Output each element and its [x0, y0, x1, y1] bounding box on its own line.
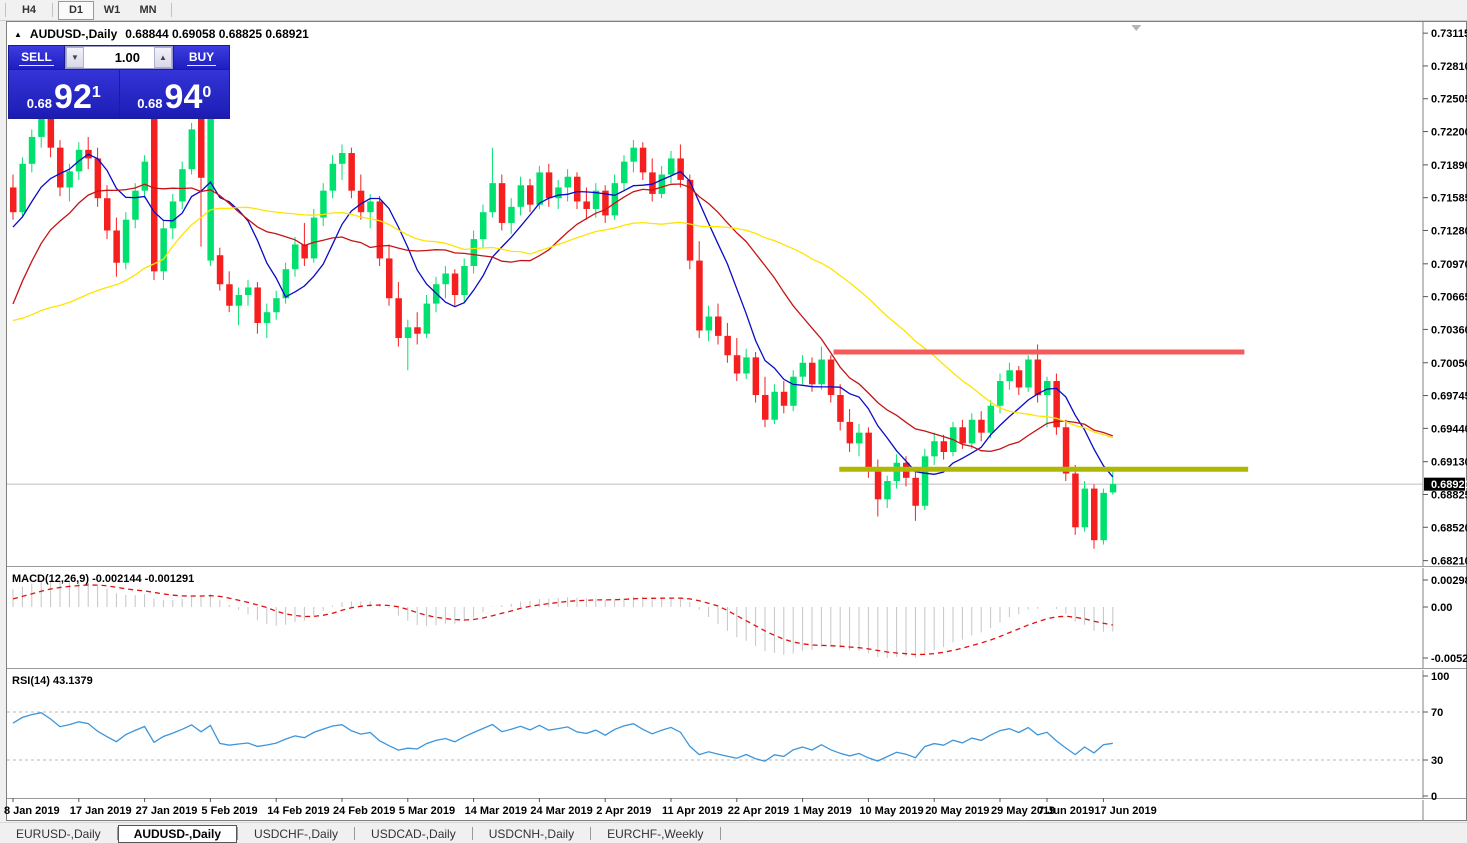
price-tick-label: 0.72810	[1431, 61, 1467, 73]
toolbar-separator	[5, 3, 6, 17]
time-axis-label: 17 Jun 2019	[1094, 805, 1156, 817]
tab-separator	[116, 827, 118, 840]
macd-tick-label: 0.002984	[1431, 575, 1467, 587]
price-tick-label: 0.71280	[1431, 225, 1467, 237]
tab-separator	[471, 827, 473, 840]
time-axis-label: 14 Feb 2019	[267, 805, 329, 817]
price-tick-label: 0.72200	[1431, 127, 1467, 139]
rsi-tick-label: 30	[1431, 755, 1443, 767]
volume-stepper: ▼ 1.00 ▲	[65, 46, 173, 69]
price-tick-label: 0.68210	[1431, 556, 1467, 568]
chevron-up-icon: ▲	[159, 53, 167, 62]
time-axis-label: 24 Feb 2019	[333, 805, 395, 817]
price-tick-label: 0.73115	[1431, 28, 1467, 40]
price-tick-label: 0.69745	[1431, 391, 1467, 403]
time-axis-label: 27 Jan 2019	[136, 805, 198, 817]
tab-usdcad-daily[interactable]: USDCAD-,Daily	[371, 826, 456, 841]
time-axis-label: 22 Apr 2019	[728, 805, 789, 817]
volume-decrease-button[interactable]: ▼	[66, 47, 84, 68]
time-axis-label: 7 Jun 2019	[1038, 805, 1094, 817]
time-axis-label: 14 Mar 2019	[465, 805, 527, 817]
price-tick-label: 0.70360	[1431, 324, 1467, 336]
time-axis-label: 11 Apr 2019	[662, 805, 723, 817]
period-button-h4[interactable]: H4	[21, 3, 37, 16]
toolbar-separator	[52, 3, 53, 17]
macd-pane[interactable]: MACD(12,26,9) -0.002144 -0.001291	[12, 573, 1114, 658]
tab-audusd-daily[interactable]: AUDUSD-,Daily	[117, 824, 238, 843]
buy-button[interactable]: BUY	[174, 46, 229, 69]
time-axis-label: 8 Jan 2019	[4, 805, 60, 817]
price-tick-label: 0.69130	[1431, 457, 1467, 469]
time-axis-label: 5 Mar 2019	[399, 805, 455, 817]
rsi-tick-label: 70	[1431, 707, 1443, 719]
price-tick-label: 0.71585	[1431, 193, 1467, 205]
period-toolbar: H4 D1 W1 MN	[0, 0, 1467, 21]
price-tick-label: 0.72505	[1431, 94, 1467, 106]
time-axis-label: 24 Mar 2019	[530, 805, 592, 817]
sell-price-sup: 1	[91, 84, 101, 101]
rsi-pane[interactable]: RSI(14) 43.1379	[7, 675, 1423, 762]
macd-tick-label: -0.005256	[1431, 653, 1467, 665]
period-button-d1[interactable]: D1	[58, 0, 94, 20]
tab-usdchf-daily[interactable]: USDCHF-,Daily	[254, 826, 339, 841]
volume-input[interactable]: 1.00	[114, 50, 140, 65]
buy-price-sup: 0	[202, 84, 212, 101]
tab-eurusd-daily[interactable]: EURUSD-,Daily	[16, 826, 101, 841]
tab-separator	[354, 827, 356, 840]
price-tick-label: 0.71890	[1431, 160, 1467, 172]
chart-title: ▲ AUDUSD-,Daily 0.68844 0.69058 0.68825 …	[14, 27, 309, 41]
current-price-badge	[1424, 477, 1465, 491]
tab-separator	[237, 827, 239, 840]
time-axis-label: 29 May 2019	[991, 805, 1055, 817]
price-tick-label: 0.70050	[1431, 358, 1467, 370]
volume-increase-button[interactable]: ▲	[154, 47, 172, 68]
sell-button[interactable]: SELL	[9, 46, 64, 69]
macd-tick-label: 0.00	[1431, 602, 1452, 614]
collapse-indicator-icon[interactable]: ▲	[14, 29, 22, 39]
tab-separator	[590, 827, 592, 840]
chart-tab-bar: EURUSD-,Daily AUDUSD-,Daily USDCHF-,Daily U…	[0, 822, 1467, 843]
current-price-value: 0.68921	[1431, 479, 1467, 491]
sell-price-base: 0.68	[26, 96, 53, 111]
tab-separator	[719, 827, 721, 840]
price-tick-label: 0.70970	[1431, 259, 1467, 271]
time-axis-label: 20 May 2019	[925, 805, 989, 817]
chart-symbol-label: AUDUSD-,Daily	[29, 27, 118, 41]
price-tick-label: 0.68520	[1431, 522, 1467, 534]
chevron-down-icon: ▼	[71, 53, 79, 62]
price-tick-label: 0.68825	[1431, 489, 1467, 501]
time-axis-label: 5 Feb 2019	[201, 805, 257, 817]
time-axis-label: 10 May 2019	[859, 805, 923, 817]
time-axis[interactable]: 8 Jan 2019 17 Jan 2019 27 Jan 2019 5 Feb 20…	[4, 798, 1157, 817]
time-axis-label: 2 Apr 2019	[596, 805, 651, 817]
price-scale[interactable]: 0.73115 0.72810 0.72505 0.72200 0.71890 0.715…	[1423, 28, 1467, 803]
rsi-tick-label: 100	[1431, 671, 1449, 683]
price-tick-label: 0.69440	[1431, 423, 1467, 435]
buy-price-big: 94	[164, 78, 203, 116]
sell-price-display[interactable]: 0.68 92 1	[9, 70, 119, 118]
buy-price-base: 0.68	[137, 96, 163, 111]
period-button-mn[interactable]: MN	[139, 3, 157, 16]
macd-label: MACD(12,26,9) -0.002144 -0.001291	[12, 573, 194, 585]
one-click-trade-panel: SELL ▼ 1.00 ▲ BUY 0.68 92 1 0.68 94 0	[8, 45, 230, 119]
time-axis-label: 1 May 2019	[794, 805, 852, 817]
toolbar-separator	[171, 3, 172, 17]
period-button-w1[interactable]: W1	[103, 3, 121, 16]
chart-shift-marker-icon[interactable]	[1131, 25, 1142, 31]
tab-usdcnh-daily[interactable]: USDCNH-,Daily	[488, 826, 575, 841]
tab-eurchf-weekly[interactable]: EURCHF-,Weekly	[607, 826, 704, 841]
sell-price-big: 92	[54, 78, 92, 116]
rsi-label: RSI(14) 43.1379	[12, 675, 93, 687]
price-pane[interactable]	[7, 25, 1423, 549]
buy-price-display[interactable]: 0.68 94 0	[119, 70, 229, 118]
price-tick-label: 0.70665	[1431, 292, 1467, 304]
chart-ohlc-values: 0.68844 0.69058 0.68825 0.68921	[125, 27, 309, 41]
time-axis-label: 17 Jan 2019	[70, 805, 132, 817]
rsi-tick-label: 0	[1431, 791, 1437, 803]
